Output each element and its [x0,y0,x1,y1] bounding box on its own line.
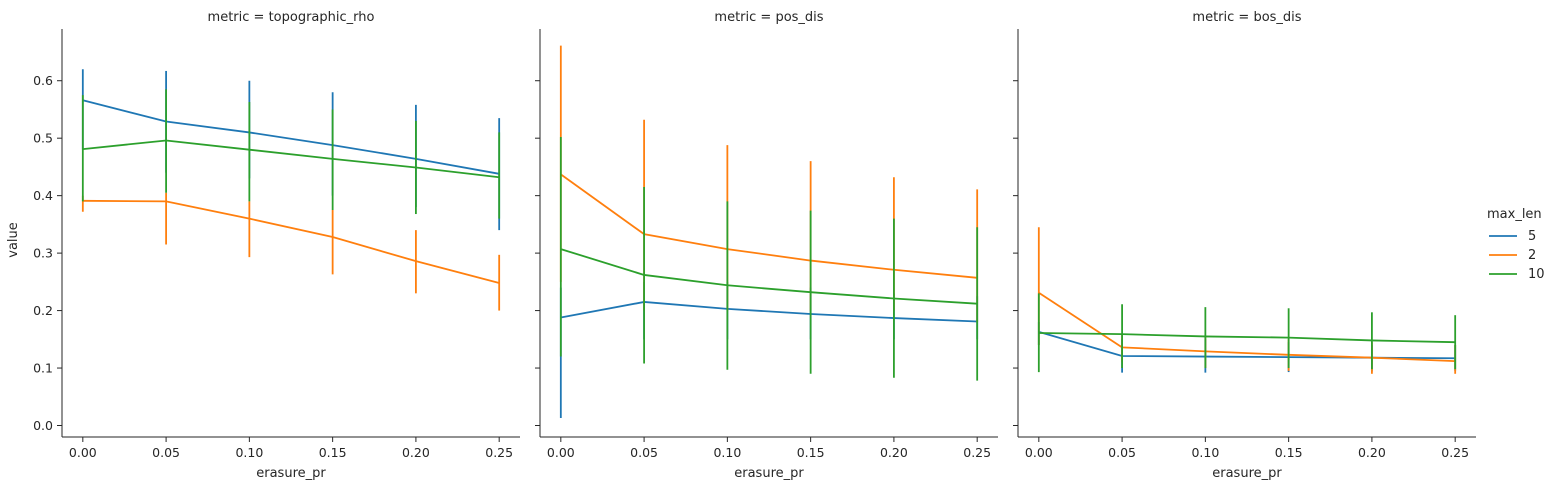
series-10 [559,137,979,381]
legend-label: 10 [1528,267,1545,282]
x-tick-label: 0.15 [1275,445,1303,460]
x-tick-label: 0.20 [880,445,908,460]
series-2 [1037,227,1457,374]
legend-label: 2 [1528,248,1536,263]
panel-title: metric = pos_dis [714,10,823,25]
series-line [1038,332,1456,344]
series-2 [81,192,501,311]
x-tick-label: 0.00 [1025,445,1053,460]
x-tick-label: 0.20 [402,445,430,460]
y-tick-label: 0.2 [33,303,53,318]
panels-layer: metric = topographic_rho 0.0 0.1 0.2 0.3 0.4 0… [33,10,1476,481]
x-tick-label: 0.15 [797,445,825,460]
x-tick-label: 0.10 [713,445,741,460]
x-tick-label: 0.10 [235,445,263,460]
panel-1: metric = topographic_rho 0.0 0.1 0.2 0.3 0.4 0… [33,10,520,481]
series-line [560,173,978,279]
y-tick-label: 0.0 [33,418,53,433]
y-tick-label: 0.6 [33,73,53,88]
series-5 [1037,322,1457,373]
x-tick-label: 0.00 [547,445,575,460]
series-line [82,139,500,179]
panel-title: metric = topographic_rho [208,10,375,25]
x-tick-label: 0.10 [1191,445,1219,460]
x-tick-label: 0.05 [1108,445,1136,460]
legend: max_len 5 2 10 [1487,207,1545,282]
x-tick-label: 0.05 [630,445,658,460]
series-line [560,248,978,305]
series-5 [81,69,501,231]
y-axis-label: value [6,222,21,258]
x-tick-label: 0.25 [963,445,991,460]
x-tick-label: 0.25 [485,445,513,460]
series-5 [559,281,979,419]
x-tick-label: 0.15 [319,445,347,460]
series-line [1038,292,1456,363]
series-line [1038,330,1456,360]
series-line [560,301,978,323]
x-tick-label: 0.05 [152,445,180,460]
series-10 [81,89,501,219]
x-axis-label: erasure_pr [1212,466,1282,481]
legend-label: 5 [1528,229,1536,244]
series-line [82,99,500,175]
x-axis-label: erasure_pr [734,466,804,481]
x-tick-label: 0.20 [1358,445,1386,460]
y-tick-label: 0.1 [33,361,53,376]
series-2 [559,45,979,323]
legend-title: max_len [1487,207,1542,222]
y-tick-label: 0.4 [33,188,53,203]
panel-3: metric = bos_dis 0.00 0.05 0.10 0.15 0.20 0.25… [1013,10,1476,481]
series-10 [1037,293,1457,373]
x-tick-label: 0.25 [1441,445,1469,460]
series-line [82,199,500,284]
x-tick-label: 0.00 [69,445,97,460]
panel-title: metric = bos_dis [1192,10,1301,25]
y-tick-label: 0.3 [33,246,53,261]
x-axis-label: erasure_pr [256,466,326,481]
panel-2: metric = pos_dis 0.00 0.05 0.10 0.15 0.20 0.25… [535,10,998,481]
y-tick-label: 0.5 [33,131,53,146]
